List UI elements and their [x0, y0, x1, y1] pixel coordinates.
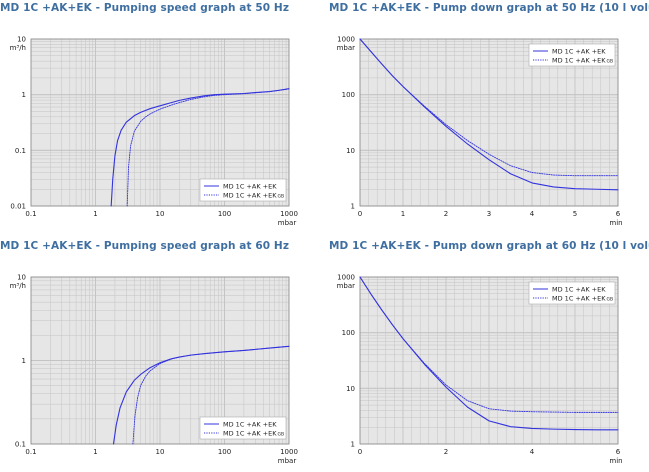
series-line-dotted — [126, 88, 290, 207]
plot-frame — [359, 38, 619, 207]
y-axis-unit: mbar — [337, 44, 356, 52]
x-tick-label: 100 — [218, 448, 231, 456]
legend-box — [528, 43, 616, 67]
grid — [359, 276, 619, 445]
x-tick-label: 0.1 — [25, 210, 36, 218]
y-tick-label: 10 — [346, 147, 355, 155]
chart-title: MD 1C +AK+EK - Pump down graph at 50 Hz … — [329, 2, 649, 14]
x-axis-unit: mbar — [278, 457, 297, 465]
x-tick-label: 6 — [616, 210, 621, 218]
y-tick-label: 1 — [22, 357, 26, 365]
legend-label: MD 1C +AK +EKGB — [552, 294, 613, 302]
legend-label: MD 1C +AK +EK — [552, 47, 606, 55]
y-tick-label: 100 — [342, 91, 355, 99]
y-axis-unit: m³/h — [10, 282, 26, 290]
legend-label: MD 1C +AK +EKGB — [552, 56, 613, 64]
x-axis-unit: min — [609, 457, 622, 465]
y-tick-label: 1 — [22, 91, 26, 99]
y-tick-label: 1000 — [337, 274, 355, 282]
y-tick-label: 10 — [17, 36, 26, 44]
series-line-dotted — [132, 345, 290, 445]
chart-title: MD 1C +AK+EK - Pumping speed graph at 50… — [0, 2, 290, 14]
y-tick-label: 0.01 — [10, 203, 26, 211]
panel-pumpdown-60hz: MD 1C +AK+EK - Pump down graph at 60 Hz … — [329, 240, 649, 472]
series-line-solid — [110, 88, 290, 207]
x-tick-label: 10 — [156, 210, 165, 218]
x-tick-label: 10 — [156, 448, 165, 456]
speed-60hz-chart: 0.1 1 10 100 1000 0.1 1 10 mbar m³/h MD 1C +AK +EK… — [10, 274, 298, 466]
legend-box — [199, 178, 287, 202]
x-tick-label: 1 — [93, 210, 97, 218]
y-axis-unit: m³/h — [10, 44, 26, 52]
plot-frame — [359, 276, 619, 445]
x-tick-label: 0.1 — [25, 448, 36, 456]
legend-box — [528, 281, 616, 305]
x-tick-label: 0 — [358, 210, 362, 218]
y-tick-label: 1000 — [337, 36, 355, 44]
x-tick-label: 4 — [530, 210, 535, 218]
x-tick-label: 1000 — [280, 210, 298, 218]
plot-frame — [30, 38, 290, 207]
x-axis-unit: mbar — [278, 219, 297, 227]
legend-label: MD 1C +AK +EK — [552, 285, 606, 293]
x-tick-label: 1 — [401, 210, 405, 218]
x-axis-unit: min — [609, 219, 622, 227]
x-tick-label: 100 — [218, 210, 231, 218]
y-tick-label: 1 — [351, 441, 355, 449]
y-tick-label: 100 — [342, 329, 355, 337]
x-tick-label: 3 — [487, 210, 491, 218]
y-tick-label: 10 — [346, 385, 355, 393]
panel-speed-50hz: MD 1C +AK+EK - Pumping speed graph at 50… — [0, 2, 320, 234]
chart-title: MD 1C +AK+EK - Pumping speed graph at 60… — [0, 240, 290, 252]
x-tick-label: 5 — [573, 210, 577, 218]
legend-label: MD 1C +AK +EK — [223, 420, 277, 428]
series-line-dotted — [359, 38, 619, 177]
y-tick-label: 1 — [351, 203, 355, 211]
legend-label: MD 1C +AK +EK — [223, 182, 277, 190]
x-tick-label: 2 — [444, 448, 448, 456]
x-tick-label: 1 — [93, 448, 97, 456]
panel-speed-60hz: MD 1C +AK+EK - Pumping speed graph at 60… — [0, 240, 320, 472]
legend-box — [199, 416, 287, 440]
y-axis-unit: mbar — [337, 282, 356, 290]
plot-frame — [30, 276, 290, 445]
x-tick-label: 2 — [444, 210, 448, 218]
y-tick-label: 10 — [17, 274, 26, 282]
x-tick-label: 1000 — [280, 448, 298, 456]
legend-label: MD 1C +AK +EKGB — [223, 429, 284, 437]
series-line-dotted — [359, 276, 619, 413]
y-tick-label: 0.1 — [15, 147, 26, 155]
x-tick-label: 0 — [358, 448, 362, 456]
x-tick-label: 4 — [530, 448, 535, 456]
chart-title: MD 1C +AK+EK - Pump down graph at 60 Hz … — [329, 240, 649, 252]
y-tick-label: 0.1 — [15, 441, 26, 449]
panel-pumpdown-50hz: MD 1C +AK+EK - Pump down graph at 50 Hz … — [329, 2, 649, 234]
legend-label: MD 1C +AK +EKGB — [223, 191, 284, 199]
x-tick-label: 6 — [616, 448, 621, 456]
